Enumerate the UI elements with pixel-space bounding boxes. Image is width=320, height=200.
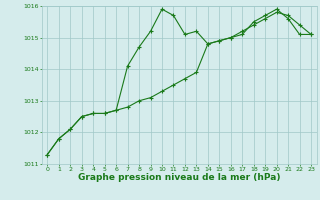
X-axis label: Graphe pression niveau de la mer (hPa): Graphe pression niveau de la mer (hPa): [78, 173, 280, 182]
